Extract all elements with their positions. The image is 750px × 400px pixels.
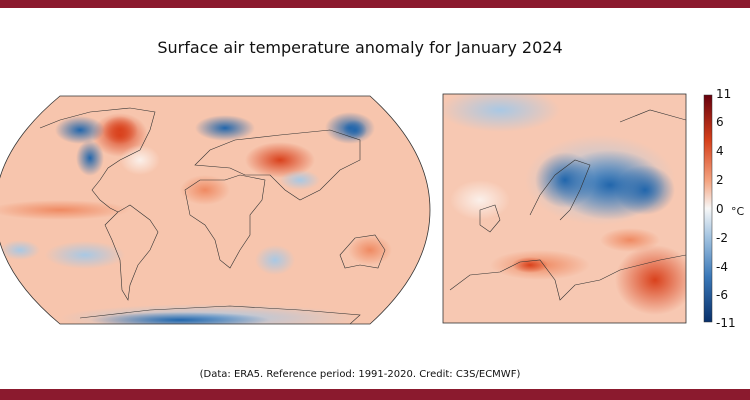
top-banner [0, 0, 750, 8]
colorbar-unit: °C [731, 205, 745, 218]
europe-coastlines [449, 109, 686, 301]
colorbar-tick: 4 [716, 144, 724, 158]
colorbar-tick: 2 [716, 173, 724, 187]
colorbar [703, 94, 713, 323]
colorbar-tick: 11 [716, 87, 732, 101]
colorbar-tick: -6 [716, 288, 728, 302]
colorbar-tick: -4 [716, 260, 728, 274]
europe-map-border [442, 93, 687, 324]
caption: (Data: ERA5. Reference period: 1991-2020… [199, 369, 521, 380]
chart-title: Surface air temperature anomaly for Janu… [157, 38, 563, 57]
colorbar-tick: -2 [716, 231, 728, 245]
europe-map [443, 94, 686, 323]
global-map-border [0, 95, 431, 325]
colorbar-tick: 6 [716, 115, 724, 129]
coastlines [39, 107, 386, 324]
colorbar-tick: -11 [716, 316, 736, 330]
bottom-banner [0, 389, 750, 400]
colorbar-tick: 0 [716, 202, 724, 216]
global-map [0, 96, 430, 324]
